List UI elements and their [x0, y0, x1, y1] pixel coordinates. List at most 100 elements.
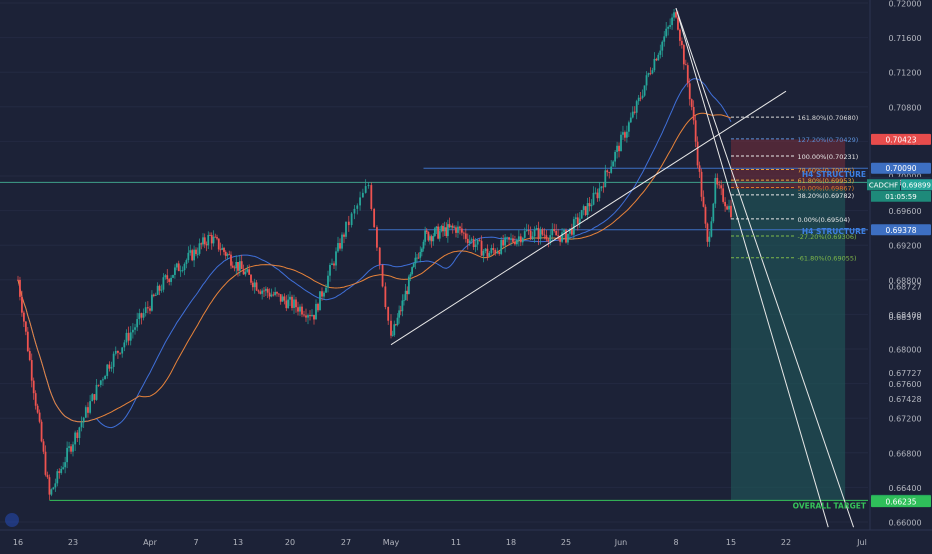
candle-body: [140, 313, 143, 318]
candle-body: [651, 70, 654, 74]
price-badge-text: 0.69378: [885, 226, 916, 235]
candle-body: [44, 451, 47, 475]
candle-body: [246, 269, 249, 272]
candle-body: [19, 279, 21, 297]
candle-body: [149, 308, 151, 311]
candle-body: [657, 54, 660, 61]
candle-body: [230, 254, 232, 266]
symbol-badge: [867, 179, 900, 191]
candle-body: [78, 427, 81, 438]
x-tick-label: Apr: [143, 538, 158, 547]
candle-body: [494, 250, 497, 254]
candle-body: [30, 360, 33, 381]
candle-body: [474, 244, 477, 248]
candle-body: [702, 196, 705, 207]
candle-body: [162, 277, 165, 290]
candle-body: [700, 171, 703, 197]
candle-body: [406, 290, 409, 295]
candle-body: [70, 446, 72, 452]
candle-body: [541, 229, 544, 235]
candle-body: [675, 12, 677, 18]
candle-body: [578, 218, 581, 224]
candle-body: [490, 247, 493, 253]
candle-body: [125, 332, 128, 343]
candle-body: [193, 249, 195, 261]
take-profit-zone: [731, 188, 846, 501]
candle-body: [367, 185, 370, 187]
candle-body: [68, 446, 70, 448]
candle-body: [34, 393, 37, 406]
candle-body: [450, 225, 453, 228]
candle-body: [121, 347, 124, 354]
x-tick-label: Jun: [614, 538, 628, 547]
candle-body: [62, 467, 65, 469]
candle-body: [714, 177, 717, 204]
candle-body: [108, 364, 111, 369]
candle-body: [48, 477, 51, 495]
candle-body: [353, 208, 356, 214]
candle-body: [26, 331, 29, 352]
candle-body: [205, 244, 208, 246]
candle-body: [692, 107, 695, 121]
candle-body: [580, 210, 583, 219]
candle-body: [669, 25, 672, 27]
candle-body: [214, 236, 217, 238]
price-badge: [871, 162, 931, 174]
candle-body: [237, 261, 239, 271]
annotations: H4 STRUCTURE H4 STRUCTURE OVERALL TARGET: [793, 170, 867, 510]
candle-body: [645, 75, 648, 86]
candle-body: [478, 239, 481, 241]
candle-body: [359, 197, 361, 206]
stop-loss-zone: [731, 139, 846, 189]
y-tick-label: 0.67428: [888, 395, 921, 404]
x-tick-label: 16: [13, 538, 23, 547]
candle-body: [311, 314, 313, 317]
x-tick-label: May: [383, 538, 400, 547]
candle-body: [97, 384, 100, 386]
candle-body: [567, 233, 569, 243]
candle-body: [606, 170, 609, 173]
candle-body: [417, 257, 420, 259]
candle-body: [238, 261, 241, 271]
y-tick-label: 0.71200: [888, 69, 921, 78]
candle-body: [219, 249, 222, 251]
candle-body: [64, 462, 67, 468]
candle-body: [104, 375, 106, 380]
candle-body: [364, 186, 367, 193]
candle-body: [633, 111, 636, 113]
candle-body: [622, 132, 624, 135]
candle-body: [424, 230, 427, 242]
candle-body: [570, 228, 573, 235]
moving-average-blue: [17, 78, 732, 429]
candle-body: [373, 208, 376, 228]
candle-body: [468, 240, 471, 244]
candle-body: [498, 251, 501, 254]
candle-body: [655, 58, 658, 61]
y-tick-label: 0.68000: [888, 346, 921, 355]
candle-body: [555, 231, 558, 236]
candle-body: [274, 291, 277, 295]
candle-body: [586, 203, 589, 215]
grid: [0, 2, 868, 523]
candle-body: [250, 274, 252, 283]
candle-body: [401, 300, 404, 312]
price-badge-text: 0.66235: [885, 498, 916, 507]
candle-body: [460, 228, 463, 233]
candle-body: [384, 286, 387, 308]
candle-body: [523, 231, 526, 238]
symbol-badge-text: CADCHF: [869, 182, 898, 190]
candle-body: [277, 293, 280, 295]
x-tick-label: 18: [506, 538, 516, 547]
candle-body: [686, 65, 689, 84]
candle-body: [647, 73, 650, 76]
candle-body: [17, 279, 19, 281]
fib-label: 61.80%(0.69953): [797, 177, 854, 185]
candle-body: [539, 229, 542, 240]
candle-body: [584, 206, 587, 215]
trendline-up: [390, 90, 787, 346]
candle-body: [183, 263, 186, 271]
candle-body: [553, 229, 556, 232]
candle-body: [207, 234, 210, 246]
